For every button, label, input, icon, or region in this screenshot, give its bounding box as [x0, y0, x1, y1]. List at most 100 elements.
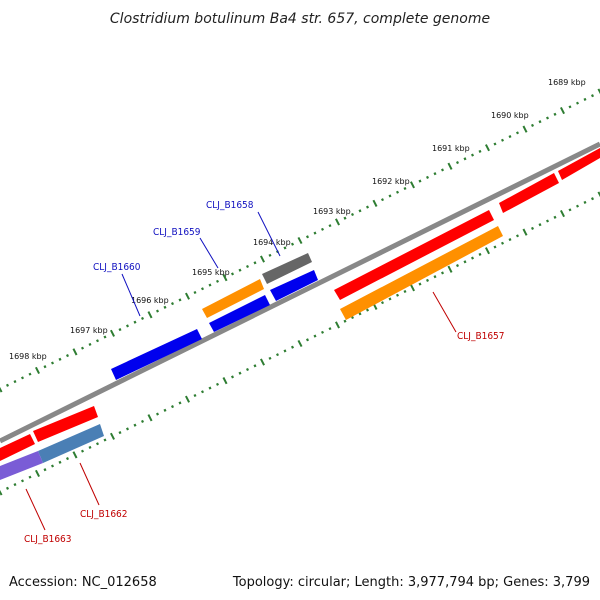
outer-track-minor-tick — [358, 209, 362, 213]
outer-track-minor-tick — [208, 283, 212, 287]
outer-track-minor-tick — [178, 298, 182, 302]
inner-track-major-tick — [260, 358, 265, 366]
inner-track-minor-tick — [553, 215, 557, 219]
outer-track-major-tick — [410, 181, 415, 189]
inner-tick-track — [0, 191, 600, 496]
outer-track-minor-tick — [156, 309, 159, 313]
gene-red-lower-a[interactable] — [0, 434, 35, 461]
inner-track-minor-tick — [343, 319, 347, 323]
outer-track-minor-tick — [545, 116, 550, 120]
outer-track-major-tick — [297, 236, 303, 245]
outer-track-minor-tick — [103, 335, 107, 339]
accession-text: Accession: NC_012658 — [9, 575, 157, 590]
inner-track-minor-tick — [321, 330, 324, 334]
inner-track-minor-tick — [313, 334, 317, 338]
inner-track-minor-tick — [81, 449, 84, 453]
outer-track-minor-tick — [201, 287, 204, 291]
outer-track-minor-tick — [501, 138, 504, 142]
outer-track-minor-tick — [50, 361, 55, 365]
inner-track-minor-tick — [125, 427, 130, 431]
outer-track-minor-tick — [441, 168, 444, 172]
outer-track-minor-tick — [141, 316, 144, 320]
inner-track-minor-tick — [253, 364, 257, 368]
gene-clj-b1663[interactable] — [0, 451, 43, 480]
inner-track-minor-tick — [568, 208, 572, 212]
gene-clj-b1658[interactable] — [262, 253, 312, 284]
outer-track-minor-tick — [253, 261, 257, 265]
outer-track-minor-tick — [216, 279, 219, 283]
inner-track-major-tick — [185, 395, 190, 403]
outer-track-minor-tick — [538, 120, 542, 124]
inner-track-minor-tick — [433, 275, 437, 279]
leader-clj-b1659 — [199, 237, 219, 269]
inner-track-minor-tick — [530, 226, 535, 230]
gene-clj-b1660-b[interactable] — [209, 295, 270, 332]
outer-track-minor-tick — [456, 161, 459, 165]
outer-track-major-tick — [222, 274, 228, 282]
gene-clj-b1659-fwd[interactable] — [270, 270, 318, 301]
inner-track-minor-tick — [21, 479, 24, 483]
inner-track-major-tick — [72, 451, 78, 459]
outer-track-minor-tick — [305, 235, 310, 239]
outer-track-minor-tick — [170, 302, 175, 306]
outer-track-minor-tick — [125, 324, 130, 328]
outer-track-minor-tick — [425, 175, 430, 179]
gene-clj-b1657-red[interactable] — [334, 210, 494, 300]
outer-track-minor-tick — [388, 194, 392, 198]
outer-track-major-tick — [0, 386, 3, 393]
gene-clj-b1657[interactable] — [340, 226, 503, 320]
inner-track-major-tick — [35, 469, 40, 478]
outer-track-major-tick — [597, 88, 600, 95]
outer-track-minor-tick — [268, 253, 272, 257]
outer-track-minor-tick — [21, 376, 24, 380]
inner-track-major-tick — [597, 191, 600, 198]
inner-track-major-tick — [0, 489, 3, 496]
kbp-label: 1693 kbp — [313, 207, 351, 216]
label-clj-b1657: CLJ_B1657 — [457, 331, 505, 342]
inner-track-minor-tick — [178, 401, 182, 405]
gene-red-lower-b[interactable] — [33, 406, 98, 442]
inner-track-minor-tick — [441, 271, 444, 275]
outer-track-minor-tick — [365, 205, 370, 209]
inner-track-minor-tick — [13, 483, 17, 487]
inner-track-minor-tick — [216, 382, 219, 386]
outer-track-minor-tick — [5, 383, 10, 387]
inner-track-major-tick — [410, 284, 415, 292]
outer-track-major-tick — [372, 199, 378, 207]
gene-leaders — [25, 211, 457, 531]
inner-track-minor-tick — [456, 264, 459, 268]
inner-track-minor-tick — [403, 289, 407, 294]
gene-clj-b1659[interactable] — [202, 279, 264, 318]
outer-track-major-tick — [110, 329, 115, 337]
gene-red-upper-a[interactable] — [499, 173, 559, 213]
inner-track-minor-tick — [545, 219, 550, 223]
inner-track-minor-tick — [5, 486, 10, 490]
inner-track-minor-tick — [590, 197, 595, 201]
gene-clj-b1662[interactable] — [38, 424, 104, 463]
outer-track-major-tick — [560, 106, 565, 115]
inner-track-minor-tick — [141, 419, 144, 423]
outer-track-minor-tick — [478, 149, 482, 153]
outer-track-minor-tick — [118, 328, 122, 332]
label-clj-b1658: CLJ_B1658 — [206, 200, 254, 211]
outer-track-minor-tick — [58, 357, 62, 361]
outer-track-minor-tick — [96, 339, 99, 343]
inner-track-major-tick — [297, 339, 303, 348]
kbp-label: 1698 kbp — [9, 352, 47, 361]
inner-track-minor-tick — [358, 312, 362, 316]
inner-track-minor-tick — [170, 405, 175, 409]
kbp-label: 1696 kbp — [131, 296, 169, 305]
gene-clj-b1660[interactable] — [111, 329, 202, 380]
outer-track-minor-tick — [568, 105, 572, 109]
inner-track-minor-tick — [365, 308, 370, 312]
kbp-label: 1689 kbp — [548, 78, 586, 87]
inner-track-minor-tick — [463, 260, 467, 264]
outer-track-minor-tick — [238, 268, 242, 272]
inner-track-minor-tick — [396, 293, 399, 297]
outer-track-minor-tick — [328, 224, 332, 228]
gene-red-upper-b[interactable] — [558, 148, 600, 180]
inner-track-minor-tick — [493, 245, 497, 249]
outer-track-minor-tick — [493, 142, 497, 146]
inner-track-minor-tick — [576, 204, 579, 208]
label-clj-b1663: CLJ_B1663 — [24, 534, 72, 545]
